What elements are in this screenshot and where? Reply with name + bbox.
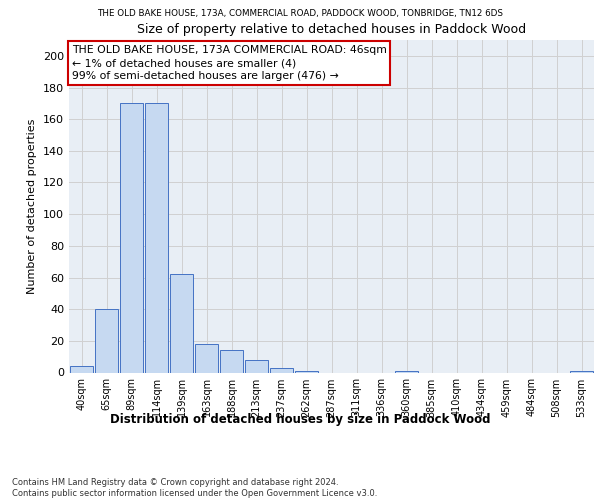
Bar bbox=[245, 360, 268, 372]
Bar bbox=[95, 309, 118, 372]
Bar bbox=[269, 368, 293, 372]
Bar bbox=[145, 104, 169, 372]
Bar bbox=[395, 371, 418, 372]
Bar bbox=[119, 104, 143, 372]
Bar bbox=[70, 366, 94, 372]
Text: Distribution of detached houses by size in Paddock Wood: Distribution of detached houses by size … bbox=[110, 412, 490, 426]
Bar bbox=[295, 371, 319, 372]
Bar bbox=[569, 371, 593, 372]
Bar bbox=[194, 344, 218, 372]
Title: Size of property relative to detached houses in Paddock Wood: Size of property relative to detached ho… bbox=[137, 23, 526, 36]
Y-axis label: Number of detached properties: Number of detached properties bbox=[28, 118, 37, 294]
Text: THE OLD BAKE HOUSE, 173A COMMERCIAL ROAD: 46sqm
← 1% of detached houses are smal: THE OLD BAKE HOUSE, 173A COMMERCIAL ROAD… bbox=[71, 45, 386, 82]
Bar bbox=[220, 350, 244, 372]
Text: THE OLD BAKE HOUSE, 173A, COMMERCIAL ROAD, PADDOCK WOOD, TONBRIDGE, TN12 6DS: THE OLD BAKE HOUSE, 173A, COMMERCIAL ROA… bbox=[97, 9, 503, 18]
Text: Contains HM Land Registry data © Crown copyright and database right 2024.
Contai: Contains HM Land Registry data © Crown c… bbox=[12, 478, 377, 498]
Bar bbox=[170, 274, 193, 372]
